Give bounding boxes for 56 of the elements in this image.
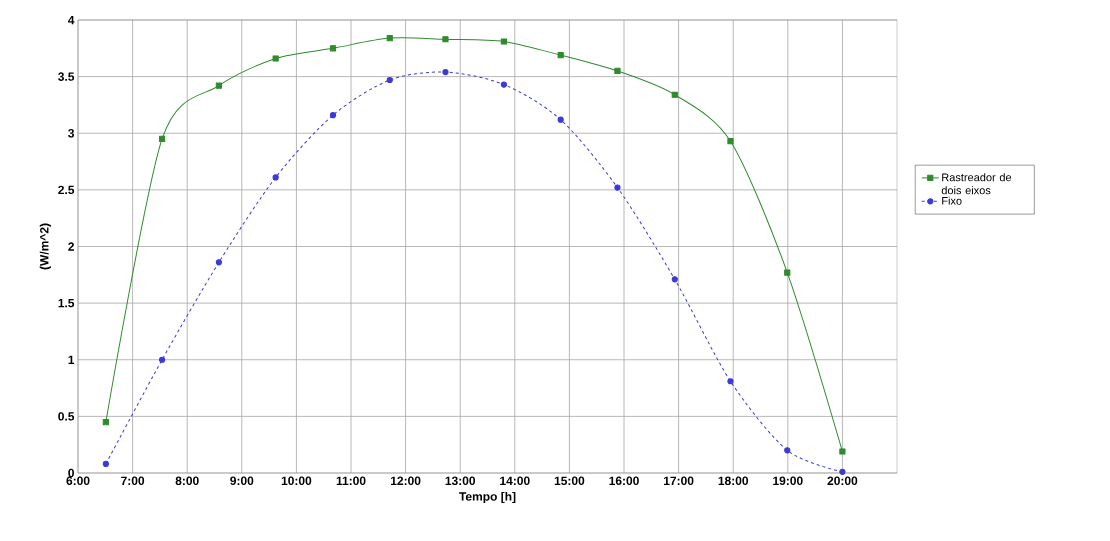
point — [215, 259, 222, 266]
x-tick-label: 10:00 — [281, 476, 312, 486]
point — [727, 138, 734, 145]
point — [272, 174, 279, 181]
point — [839, 448, 846, 455]
point — [329, 45, 337, 52]
point — [386, 35, 393, 42]
point — [215, 82, 222, 89]
x-tick-label: 19:00 — [773, 476, 803, 486]
y-tick-label: 2.5 — [58, 185, 75, 195]
point — [727, 378, 734, 385]
point — [442, 68, 449, 76]
point — [671, 276, 678, 283]
y-tick-label: 1.5 — [58, 298, 75, 308]
point — [784, 269, 791, 276]
y-tick-label: 3.5 — [58, 72, 75, 81]
point — [272, 55, 279, 62]
legend-label: Fixo — [942, 196, 962, 205]
point — [614, 184, 621, 191]
y-tick-label: 2 — [68, 242, 74, 251]
point — [102, 418, 109, 426]
x-tick-label: 14:00 — [500, 476, 530, 486]
x-tick-label: 9:00 — [230, 476, 254, 486]
point — [158, 135, 166, 143]
x-tick-label: 8:00 — [175, 476, 199, 486]
point — [557, 52, 564, 59]
x-tick-label: 6:00 — [66, 476, 90, 486]
x-tick-label: 7:00 — [121, 476, 145, 486]
x-tick-label: 11:00 — [336, 476, 366, 486]
x-tick-label: 18:00 — [718, 476, 749, 486]
point — [500, 81, 507, 88]
point — [839, 468, 846, 475]
point — [784, 447, 791, 454]
point — [500, 38, 507, 45]
point — [158, 356, 166, 363]
point — [442, 36, 449, 43]
point — [386, 76, 393, 84]
y-tick-label: 0 — [68, 468, 74, 478]
y-tick-label: 0.5 — [58, 412, 75, 421]
x-tick-label: 20:00 — [827, 476, 858, 486]
x-tick-label: 17:00 — [664, 476, 694, 486]
y-tick-label: 1 — [68, 355, 75, 364]
point — [329, 112, 337, 119]
y-axis-title: (W/m^2) — [39, 223, 51, 270]
point — [671, 91, 678, 98]
legend-label: Rastreador de dois eixos — [941, 173, 1012, 195]
y-tick-label: 4 — [67, 15, 75, 25]
point — [557, 116, 564, 123]
x-tick-label: 12:00 — [391, 476, 421, 486]
x-axis-title: Tempo [h] — [459, 491, 516, 504]
y-tick-label: 3 — [68, 129, 75, 138]
point — [614, 67, 621, 75]
x-tick-label: 13:00 — [445, 476, 476, 486]
x-tick-label: 15:00 — [554, 476, 585, 486]
point — [102, 460, 109, 468]
x-tick-label: 16:00 — [609, 476, 639, 486]
